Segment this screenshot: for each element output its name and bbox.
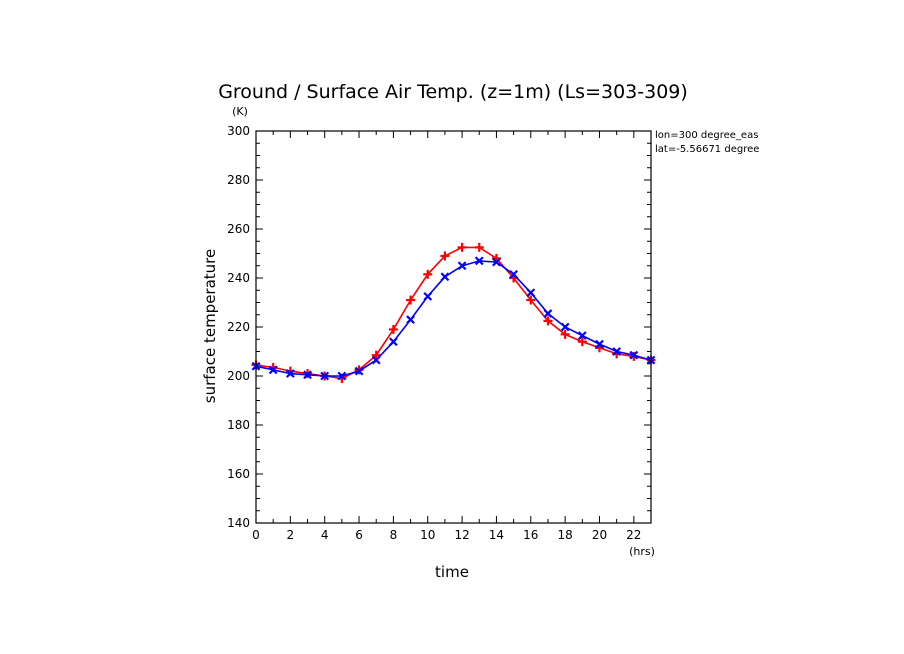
marker-stroke	[285, 369, 295, 378]
y-tick-label: 280	[227, 173, 250, 187]
data-point	[406, 295, 416, 305]
data-point	[457, 261, 467, 271]
data-point	[560, 329, 570, 339]
data-point	[440, 251, 450, 261]
data-point	[285, 369, 295, 378]
y-axis-label: surface temperature	[201, 249, 219, 404]
x-tick-label: 12	[454, 528, 469, 542]
data-point	[595, 339, 604, 349]
data-point	[303, 370, 312, 380]
marker-stroke	[629, 350, 639, 360]
x-axis-label: time	[435, 563, 469, 581]
y-tick-label: 300	[227, 124, 250, 138]
data-point	[492, 257, 501, 267]
data-point	[423, 269, 433, 279]
data-point	[543, 309, 553, 318]
data-point	[577, 337, 587, 347]
x-tick-label: 20	[592, 528, 607, 542]
marker-stroke	[577, 331, 587, 340]
y-tick-label: 140	[227, 516, 250, 530]
x-tick-label: 4	[321, 528, 329, 542]
marker-stroke	[320, 371, 330, 381]
x-tick-label: 16	[523, 528, 538, 542]
x-tick-label: 6	[355, 528, 363, 542]
y-tick-label: 220	[227, 320, 250, 334]
marker-stroke	[268, 365, 278, 375]
data-point	[406, 315, 415, 325]
marker-stroke	[303, 370, 312, 380]
x-tick-label: 14	[489, 528, 504, 542]
data-point	[474, 242, 484, 252]
annotation-lon: lon=300 degree_eas	[655, 130, 758, 141]
marker-stroke	[440, 272, 450, 282]
data-point	[423, 291, 433, 301]
series-line-2	[255, 260, 652, 377]
x-tick-label: 10	[420, 528, 435, 542]
x-tick-label: 22	[626, 528, 641, 542]
y-tick-label: 260	[227, 222, 250, 236]
axis-ticks: 140 160 180 200 220 240 260 280 300 0 2 4 6 8 10 12 14 16…	[227, 124, 652, 542]
data-point	[389, 337, 398, 347]
data-point	[526, 288, 536, 298]
data-point	[526, 295, 536, 305]
x-tick-label: 2	[287, 528, 295, 542]
data-point	[268, 365, 278, 375]
data-point	[612, 347, 622, 356]
marker-stroke	[371, 355, 381, 365]
marker-stroke	[509, 269, 518, 279]
marker-stroke	[457, 261, 467, 271]
data-point	[440, 272, 450, 282]
y-tick-label: 180	[227, 418, 250, 432]
y-tick-label: 240	[227, 271, 250, 285]
data-point	[577, 331, 587, 340]
marker-stroke	[423, 291, 433, 301]
data-point	[320, 371, 330, 381]
data-point	[371, 355, 381, 365]
marker-stroke	[337, 371, 347, 381]
data-point	[371, 350, 381, 360]
marker-stroke	[560, 322, 570, 332]
series-line-1	[255, 246, 652, 380]
series-layer	[251, 242, 656, 383]
y-tick-label: 160	[227, 467, 250, 481]
x-tick-label: 8	[390, 528, 398, 542]
data-point	[457, 242, 467, 252]
data-point	[388, 324, 398, 334]
data-point	[474, 256, 484, 266]
marker-stroke	[543, 309, 553, 318]
data-point	[337, 371, 347, 381]
plot-frame	[255, 130, 652, 524]
marker-stroke	[474, 256, 484, 266]
marker-stroke	[612, 347, 622, 356]
data-point	[543, 316, 553, 326]
marker-stroke	[406, 315, 415, 325]
data-point	[354, 366, 364, 376]
x-unit-label: (hrs)	[629, 545, 655, 558]
marker-stroke	[389, 337, 398, 347]
y-unit-label: (K)	[232, 105, 248, 118]
annotation-lat: lat=-5.56671 degree	[655, 144, 759, 155]
data-point	[509, 269, 518, 279]
marker-stroke	[595, 339, 604, 349]
x-tick-label: 0	[252, 528, 260, 542]
marker-stroke	[354, 366, 364, 376]
chart-title: Ground / Surface Air Temp. (z=1m) (Ls=30…	[218, 81, 688, 103]
y-tick-label: 200	[227, 369, 250, 383]
x-tick-label: 18	[557, 528, 572, 542]
data-point	[629, 350, 639, 360]
marker-stroke	[492, 257, 501, 267]
data-point	[560, 322, 570, 332]
marker-stroke	[526, 288, 536, 298]
